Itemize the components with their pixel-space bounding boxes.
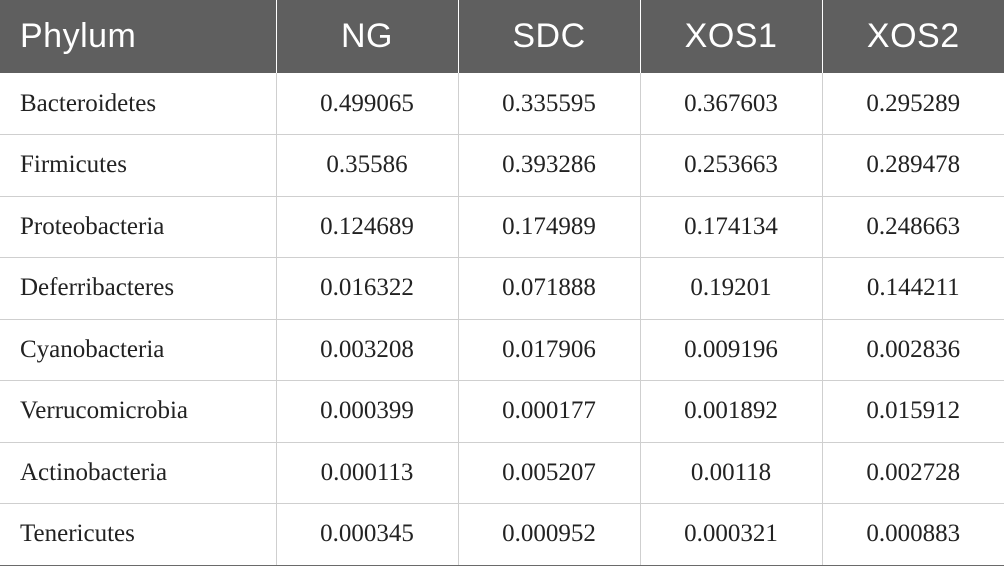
ng-value-cell: 0.124689 (276, 196, 459, 258)
phylum-cell: Actinobacteria (0, 442, 277, 504)
phylum-abundance-table-container: Phylum NG SDC XOS1 XOS2 Bacteroidetes 0.… (0, 0, 1004, 566)
header-row: Phylum NG SDC XOS1 XOS2 (0, 0, 1004, 73)
ng-value-cell: 0.000113 (276, 442, 459, 504)
xos1-value-cell: 0.000321 (640, 503, 823, 566)
sdc-value-cell: 0.005207 (458, 442, 641, 504)
table-row: Bacteroidetes 0.499065 0.335595 0.367603… (0, 73, 1004, 135)
ng-value-cell: 0.35586 (276, 134, 459, 197)
table-row: Proteobacteria 0.124689 0.174989 0.17413… (0, 196, 1004, 258)
phylum-cell: Deferribacteres (0, 257, 277, 320)
sdc-value-cell: 0.000177 (458, 380, 641, 443)
header-ng: NG (276, 0, 459, 73)
xos2-value-cell: 0.295289 (822, 73, 1004, 135)
xos2-value-cell: 0.002836 (822, 319, 1004, 381)
sdc-value-cell: 0.000952 (458, 503, 641, 566)
phylum-cell: Tenericutes (0, 503, 277, 566)
xos2-value-cell: 0.289478 (822, 134, 1004, 197)
sdc-value-cell: 0.335595 (458, 73, 641, 135)
table-row: Verrucomicrobia 0.000399 0.000177 0.0018… (0, 380, 1004, 443)
table-row: Tenericutes 0.000345 0.000952 0.000321 0… (0, 503, 1004, 566)
sdc-value-cell: 0.017906 (458, 319, 641, 381)
ng-value-cell: 0.003208 (276, 319, 459, 381)
phylum-cell: Firmicutes (0, 134, 277, 197)
phylum-cell: Verrucomicrobia (0, 380, 277, 443)
header-phylum: Phylum (0, 0, 277, 73)
table-row: Actinobacteria 0.000113 0.005207 0.00118… (0, 442, 1004, 504)
ng-value-cell: 0.000345 (276, 503, 459, 566)
ng-value-cell: 0.000399 (276, 380, 459, 443)
xos1-value-cell: 0.253663 (640, 134, 823, 197)
xos1-value-cell: 0.009196 (640, 319, 823, 381)
phylum-abundance-table: Phylum NG SDC XOS1 XOS2 Bacteroidetes 0.… (0, 0, 1004, 566)
xos1-value-cell: 0.19201 (640, 257, 823, 320)
xos1-value-cell: 0.001892 (640, 380, 823, 443)
xos2-value-cell: 0.144211 (822, 257, 1004, 320)
ng-value-cell: 0.499065 (276, 73, 459, 135)
phylum-cell: Bacteroidetes (0, 73, 277, 135)
table-row: Firmicutes 0.35586 0.393286 0.253663 0.2… (0, 134, 1004, 197)
header-xos1: XOS1 (640, 0, 823, 73)
ng-value-cell: 0.016322 (276, 257, 459, 320)
table-row: Deferribacteres 0.016322 0.071888 0.1920… (0, 257, 1004, 320)
sdc-value-cell: 0.393286 (458, 134, 641, 197)
xos1-value-cell: 0.174134 (640, 196, 823, 258)
xos2-value-cell: 0.000883 (822, 503, 1004, 566)
phylum-cell: Cyanobacteria (0, 319, 277, 381)
header-sdc: SDC (458, 0, 641, 73)
header-xos2: XOS2 (866, 17, 960, 55)
phylum-cell: Proteobacteria (0, 196, 277, 258)
xos1-value-cell: 0.367603 (640, 73, 823, 135)
sdc-value-cell: 0.071888 (458, 257, 641, 320)
xos2-value-cell: 0.002728 (822, 442, 1004, 504)
table-body: Bacteroidetes 0.499065 0.335595 0.367603… (0, 73, 1004, 566)
table-row: Cyanobacteria 0.003208 0.017906 0.009196… (0, 319, 1004, 381)
sdc-value-cell: 0.174989 (458, 196, 641, 258)
table-header: Phylum NG SDC XOS1 XOS2 (0, 0, 1004, 73)
xos1-value-cell: 0.00118 (640, 442, 823, 504)
xos2-value-cell: 0.015912 (822, 380, 1004, 443)
xos2-value-cell: 0.248663 (822, 196, 1004, 258)
